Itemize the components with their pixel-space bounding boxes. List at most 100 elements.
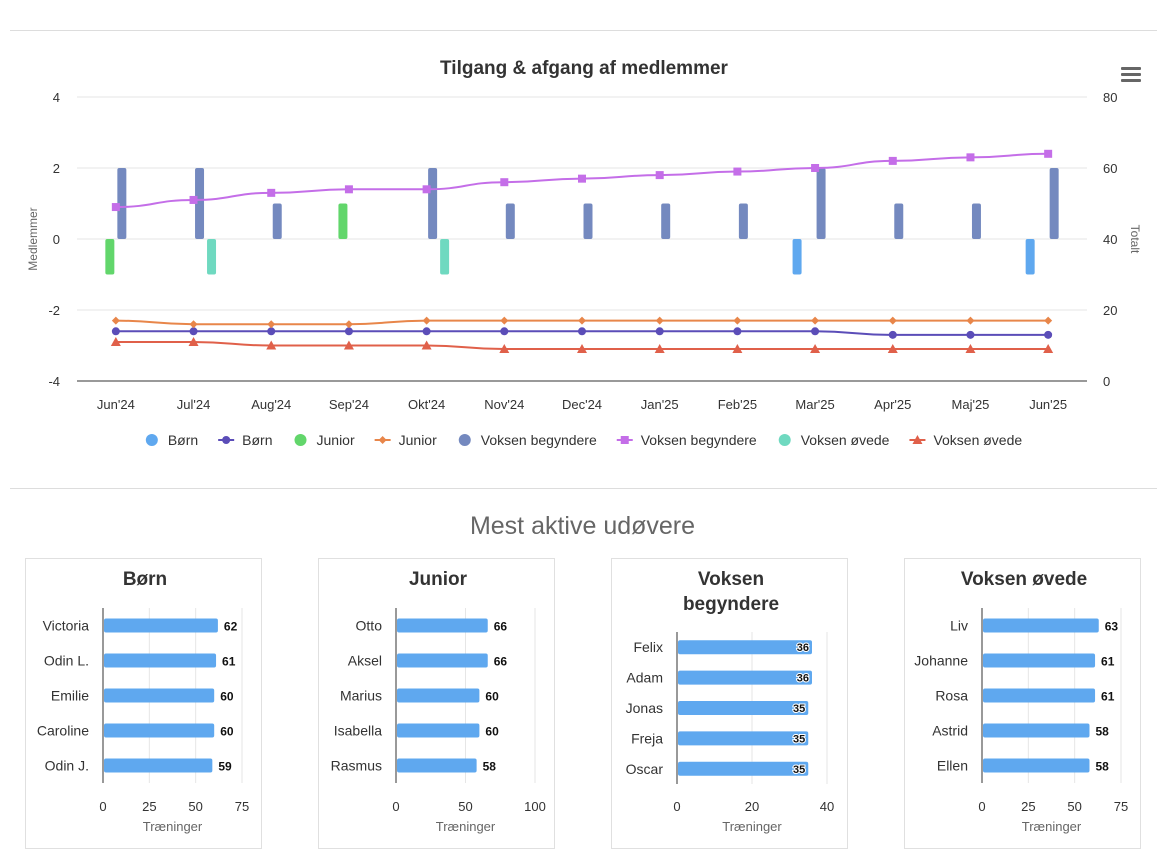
category-label: Otto	[356, 618, 383, 634]
category-label: Caroline	[37, 723, 89, 739]
line-point	[966, 153, 975, 162]
line-point	[733, 316, 742, 325]
bar	[1025, 239, 1035, 275]
y-axis-title: Medlemmer	[26, 207, 40, 270]
bar	[397, 758, 477, 773]
x-tick-label: 75	[1114, 799, 1128, 814]
line-point	[344, 327, 353, 336]
section-title: Mest aktive udøvere	[469, 512, 696, 540]
legend-symbol	[294, 434, 307, 446]
category-label: Jonas	[626, 700, 663, 716]
line-point	[655, 327, 664, 336]
data-label: 60	[485, 690, 499, 704]
top-athletes-chart-born: Børn 0 25 50 75 Træninger Victoria 62 Odin L. 61 E…	[37, 569, 249, 834]
category-label: Isabella	[334, 723, 382, 739]
line-point	[577, 344, 587, 354]
y-tick-label: -2	[48, 303, 60, 318]
x-tick-label: Maj'25	[952, 397, 990, 412]
data-label: 36	[797, 673, 809, 685]
line-point	[655, 316, 664, 325]
card-title: begyndere	[683, 594, 779, 615]
data-label: 61	[1101, 690, 1115, 704]
line-point	[810, 344, 821, 354]
data-label: 58	[1095, 760, 1109, 774]
x-tick-label: 0	[978, 799, 985, 814]
x-tick-label: 25	[1021, 799, 1035, 814]
chart-title: Tilgang & afgang af medlemmer	[440, 58, 728, 79]
legend-marker	[378, 436, 387, 444]
line-point	[189, 320, 198, 329]
line-point	[189, 327, 198, 336]
bar	[397, 653, 488, 668]
card-title: Børn	[123, 569, 167, 590]
bar	[583, 203, 593, 239]
y2-tick-label: 60	[1103, 161, 1117, 176]
category-label: Johanne	[914, 653, 968, 669]
card-junior: Junior 0 50 100 Træninger Otto 66 Aksel 66 Marius…	[318, 558, 555, 849]
line-point	[343, 340, 354, 350]
bar	[397, 723, 480, 738]
line-point	[344, 185, 353, 194]
legend-marker	[620, 436, 629, 444]
bar	[983, 618, 1099, 633]
x-tick-label: Jun'25	[1029, 397, 1067, 412]
y2-tick-label: 40	[1103, 232, 1117, 247]
x-tick-label: 50	[188, 799, 202, 814]
line-point	[655, 171, 664, 180]
x-tick-label: 50	[458, 799, 472, 814]
line-point	[267, 327, 276, 336]
line-point	[422, 327, 431, 336]
top-athletes-chart-voksen-ovede: Voksen øvede 0 25 50 75 Træninger Liv 63 Johanne…	[914, 569, 1128, 834]
line-point	[578, 327, 586, 336]
line-point	[966, 316, 975, 325]
line-point	[1044, 316, 1053, 325]
data-label: 58	[1095, 725, 1109, 739]
y2-tick-label: 80	[1103, 90, 1117, 105]
x-tick-label: Dec'24	[562, 397, 602, 412]
x-tick-label: Jan'25	[641, 397, 679, 412]
legend-symbol	[458, 434, 471, 446]
line-point	[733, 327, 742, 336]
category-label: Astrid	[932, 723, 968, 739]
bar	[983, 758, 1090, 773]
x-axis-title: Træninger	[1022, 819, 1082, 834]
legend-marker	[222, 436, 231, 444]
line-point	[887, 344, 898, 354]
data-label: 61	[1101, 655, 1115, 669]
legend-label: Junior	[317, 432, 355, 448]
legend-symbol	[145, 434, 158, 446]
bar	[983, 653, 1096, 668]
line-point	[500, 327, 509, 336]
line-point	[499, 344, 510, 354]
members-flow-chart: Tilgang & afgang af medlemmer-4-20240204…	[26, 58, 1142, 448]
bar	[678, 761, 809, 776]
x-tick-label: Okt'24	[408, 397, 445, 412]
top-athletes-chart-voksen-begyndere: Voksen begyndere 0 20 40 Træninger Felix 36 Adam…	[626, 569, 835, 834]
y2-tick-label: 0	[1103, 374, 1110, 389]
x-tick-label: 20	[745, 799, 759, 814]
data-label: 60	[220, 690, 234, 704]
bar	[428, 168, 438, 239]
x-tick-label: Jun'24	[97, 397, 135, 412]
line-point	[811, 316, 820, 325]
line-point	[500, 316, 509, 325]
bar	[678, 701, 809, 715]
chart-menu-icon[interactable]	[1121, 67, 1141, 83]
category-label: Marius	[340, 688, 382, 704]
category-label: Adam	[626, 670, 663, 686]
y2-axis-title: Totalt	[1128, 225, 1142, 254]
y-tick-label: 4	[53, 90, 60, 105]
line-point	[888, 316, 897, 325]
x-tick-label: 0	[673, 799, 680, 814]
line-point	[811, 164, 820, 172]
line-point	[733, 167, 742, 176]
bar	[440, 239, 450, 275]
line-point	[811, 327, 820, 336]
category-label: Odin J.	[45, 758, 89, 774]
x-tick-label: 40	[820, 799, 834, 814]
bar	[397, 618, 488, 633]
data-label: 59	[218, 760, 232, 774]
bar	[105, 239, 115, 275]
x-tick-label: 25	[142, 799, 156, 814]
legend-label: Junior	[399, 432, 437, 448]
